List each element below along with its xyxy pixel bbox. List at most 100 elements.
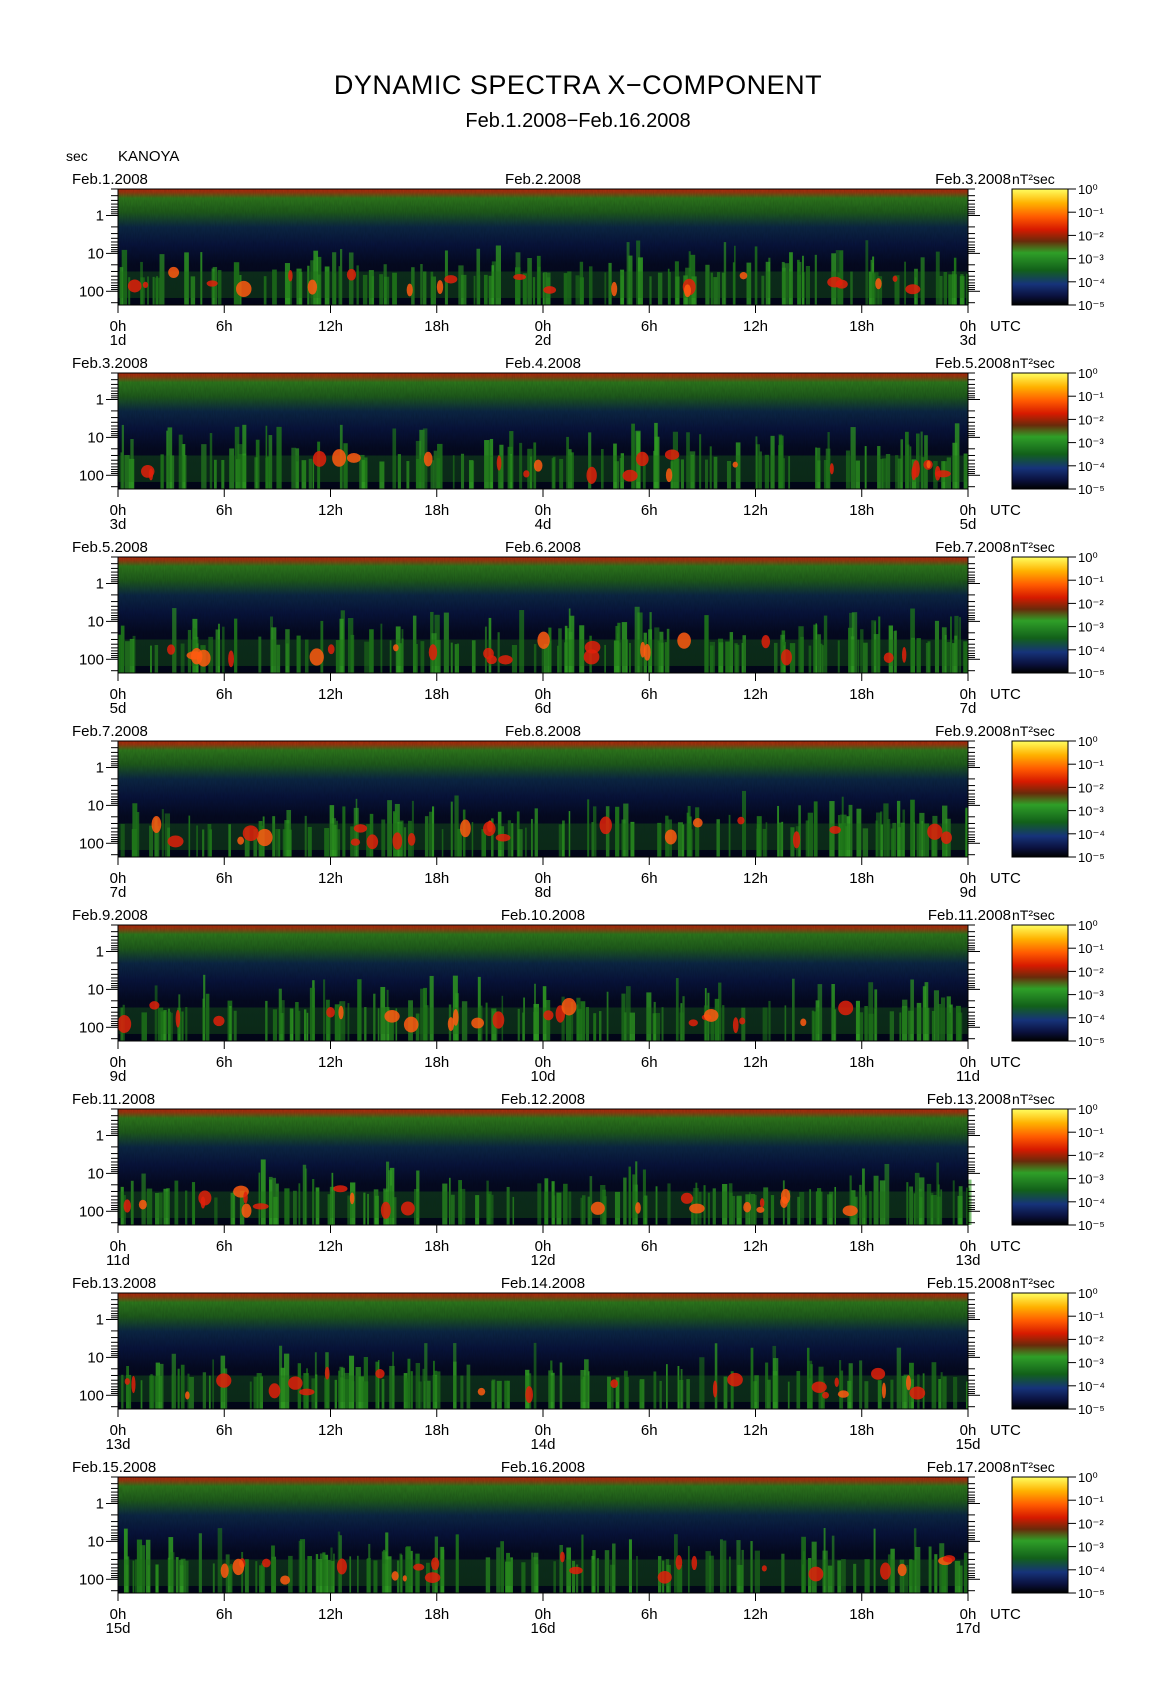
x-tick-label: 6h [216, 502, 233, 519]
panel-date-mid: Feb.4.2008 [505, 355, 581, 372]
colorbar [1011, 372, 1069, 490]
x-tick-label: 18h [424, 502, 449, 519]
spectrum-panel: Feb.1.2008 Feb.2.2008 Feb.3.2008 1 10 100 0h 6h… [72, 171, 1105, 349]
x-tick-label: 6h [641, 686, 658, 703]
spectrum-panel: Feb.7.2008 Feb.8.2008 Feb.9.2008 1 10 100 0h 6h… [72, 723, 1105, 901]
y-tick-label: 100 [79, 1571, 104, 1588]
x-tick-label: 6h [216, 1054, 233, 1071]
colorbar-unit: nT²sec [1012, 1275, 1055, 1291]
colorbar-tick-label: 10⁻³ [1078, 1356, 1104, 1371]
day-label: 5d [110, 700, 127, 717]
y-tick-label: 10 [87, 981, 104, 998]
panel-date-mid: Feb.10.2008 [501, 907, 585, 924]
panel-date-mid: Feb.8.2008 [505, 723, 581, 740]
panel-date-left: Feb.1.2008 [72, 171, 148, 188]
day-label: 1d [110, 332, 127, 349]
y-tick-label: 10 [87, 797, 104, 814]
x-tick-label: 0h [535, 1238, 552, 1255]
y-tick-label: 1 [96, 1311, 104, 1328]
x-tick-label: 18h [849, 502, 874, 519]
colorbar-tick-label: 10⁻⁴ [1078, 1195, 1105, 1210]
colorbar-tick-label: 10⁻² [1078, 780, 1104, 795]
x-tick-label: 0h [960, 502, 977, 519]
x-tick-label: 18h [424, 686, 449, 703]
day-label: 13d [105, 1436, 130, 1453]
x-tick-label: 0h [960, 870, 977, 887]
y-tick-label: 100 [79, 651, 104, 668]
x-tick-label: 6h [641, 1606, 658, 1623]
x-tick-label: 0h [960, 1606, 977, 1623]
x-tick-label: 0h [535, 1422, 552, 1439]
colorbar-unit: nT²sec [1012, 907, 1055, 923]
panel-date-left: Feb.11.2008 [72, 1091, 155, 1108]
colorbar-tick-label: 10⁰ [1078, 734, 1098, 749]
colorbar-tick-label: 10⁰ [1078, 366, 1098, 381]
spectrogram-activity [118, 1342, 968, 1409]
colorbar [1011, 1108, 1069, 1226]
x-tick-label: 0h [535, 318, 552, 335]
colorbar-tick-label: 10⁻⁵ [1078, 1218, 1105, 1233]
day-label: 7d [960, 700, 977, 717]
x-tick-label: 6h [641, 870, 658, 887]
colorbar-tick-label: 10⁻² [1078, 1332, 1104, 1347]
colorbar-tick-label: 10⁻⁵ [1078, 1034, 1105, 1049]
colorbar-tick-label: 10⁻⁵ [1078, 1402, 1105, 1417]
spectrum-panel: Feb.15.2008 Feb.16.2008 Feb.17.2008 1 10 100 0… [72, 1459, 1105, 1637]
spectrogram-activity [118, 1159, 972, 1225]
colorbar-tick-label: 10⁻² [1078, 1516, 1104, 1531]
y-axis-ticks [106, 556, 980, 672]
colorbar-tick-label: 10⁻⁵ [1078, 850, 1105, 865]
x-tick-label: 0h [110, 1422, 127, 1439]
day-label: 4d [535, 516, 552, 533]
colorbar-tick-label: 10⁰ [1078, 1286, 1098, 1301]
colorbar-tick-label: 10⁻¹ [1078, 1309, 1104, 1324]
x-tick-label: 18h [849, 1422, 874, 1439]
colorbar-tick-label: 10⁻² [1078, 596, 1104, 611]
colorbar-tick-label: 10⁻⁴ [1078, 827, 1105, 842]
day-label: 11d [106, 1252, 130, 1269]
x-tick-label: 0h [110, 686, 127, 703]
x-tick-label: 18h [849, 870, 874, 887]
x-tick-label: 0h [960, 1238, 977, 1255]
spectrogram-activity [118, 606, 968, 673]
colorbar-tick-label: 10⁻⁴ [1078, 459, 1105, 474]
colorbar-tick-label: 10⁻¹ [1078, 573, 1104, 588]
colorbar-tick-label: 10⁰ [1078, 1102, 1098, 1117]
x-tick-label: 0h [110, 1606, 127, 1623]
x-tick-label: 18h [849, 1054, 874, 1071]
utc-label: UTC [990, 870, 1021, 887]
colorbar-tick-label: 10⁻⁵ [1078, 666, 1105, 681]
spectrogram-activity [118, 240, 969, 305]
x-tick-label: 12h [743, 502, 768, 519]
x-tick-label: 6h [641, 1054, 658, 1071]
panel-date-mid: Feb.6.2008 [505, 539, 581, 556]
x-tick-label: 12h [318, 1238, 343, 1255]
x-tick-label: 12h [318, 686, 343, 703]
utc-label: UTC [990, 1606, 1021, 1623]
x-tick-label: 6h [216, 1238, 233, 1255]
colorbar-tick-label: 10⁻³ [1078, 436, 1104, 451]
x-tick-label: 12h [318, 1422, 343, 1439]
y-tick-label: 10 [87, 429, 104, 446]
station-name: KANOYA [118, 148, 180, 165]
day-label: 17d [955, 1620, 980, 1637]
x-tick-label: 18h [849, 1238, 874, 1255]
spectrum-panel: Feb.9.2008 Feb.10.2008 Feb.11.2008 1 10 100 0h… [72, 907, 1105, 1085]
colorbar-unit: nT²sec [1012, 171, 1055, 187]
panel-date-right: Feb.17.2008 [927, 1459, 1011, 1476]
x-tick-label: 0h [110, 502, 127, 519]
colorbar-tick-label: 10⁻⁴ [1078, 643, 1105, 658]
x-tick-label: 18h [424, 1238, 449, 1255]
x-tick-label: 18h [849, 318, 874, 335]
x-tick-label: 0h [110, 318, 127, 335]
panel-date-right: Feb.7.2008 [935, 539, 1011, 556]
spectrum-panel: Feb.5.2008 Feb.6.2008 Feb.7.2008 1 10 100 0h 6h… [72, 539, 1105, 717]
x-tick-label: 12h [743, 870, 768, 887]
x-tick-label: 6h [641, 1238, 658, 1255]
x-tick-label: 18h [849, 686, 874, 703]
panel-date-mid: Feb.16.2008 [501, 1459, 585, 1476]
y-tick-label: 100 [79, 467, 104, 484]
colorbar-tick-label: 10⁻¹ [1078, 1493, 1104, 1508]
colorbar [1011, 1292, 1069, 1410]
colorbar-tick-label: 10⁻¹ [1078, 389, 1104, 404]
